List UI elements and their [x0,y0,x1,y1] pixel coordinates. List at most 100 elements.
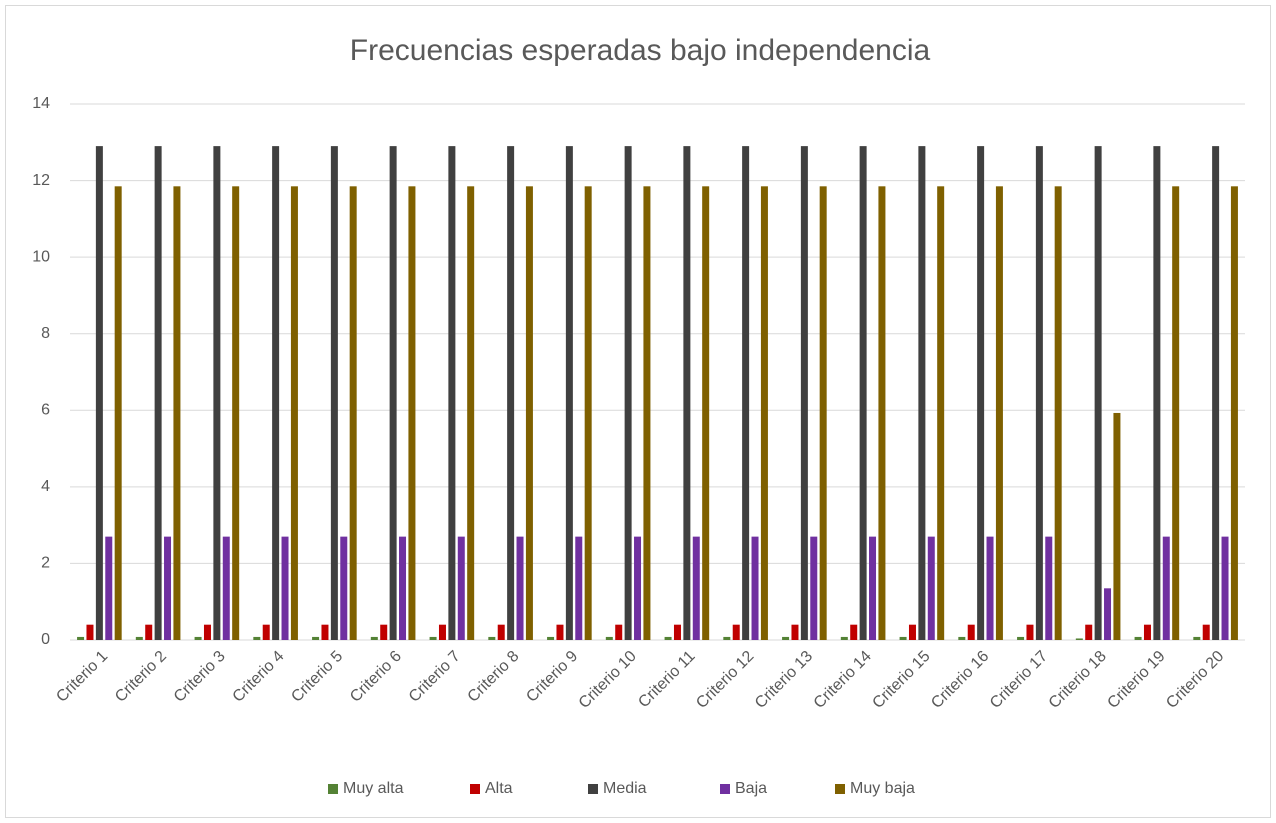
bar [742,146,750,640]
bar [457,536,465,640]
bar [516,536,524,640]
bar [927,536,935,640]
bar [1193,636,1201,640]
bar [312,636,320,640]
bar [1054,186,1062,641]
bar [683,146,691,640]
bar [760,186,768,641]
bar [859,146,867,640]
bar [448,146,456,640]
bar [634,536,642,640]
bar [1202,624,1210,640]
bar [1035,146,1043,640]
bar [584,186,592,641]
bar [194,636,202,640]
bar [1104,588,1112,640]
bar [878,186,886,641]
bar [605,636,613,640]
y-tick-label: 14 [32,95,50,112]
legend-swatch [328,784,338,794]
y-tick-label: 10 [32,248,50,265]
bar [986,536,994,640]
legend-label: Alta [485,780,513,797]
bar [1094,146,1102,640]
bar [1212,146,1220,640]
bar [330,146,338,640]
bar [732,624,740,640]
bar [615,624,623,640]
bar [1113,412,1121,640]
y-tick-label: 12 [32,172,50,189]
bar [1134,636,1142,640]
bar [937,186,945,641]
bar [164,536,172,640]
bar [1085,624,1093,640]
y-tick-label: 0 [41,631,50,648]
bar [467,186,475,641]
legend-swatch [470,784,480,794]
bar [389,146,397,640]
y-tick-label: 6 [41,402,50,419]
bar [967,624,975,640]
bar [908,624,916,640]
bar [1045,536,1053,640]
bar [977,146,985,640]
bar [507,146,515,640]
bar [262,624,270,640]
bar [995,186,1003,641]
bar [222,536,230,640]
bar [349,186,357,641]
bar [565,146,573,640]
bar [810,536,818,640]
bar [791,624,799,640]
bar [800,146,808,640]
bar [723,636,731,640]
bar [1026,624,1034,640]
y-tick-label: 8 [41,325,50,342]
bar [105,536,113,640]
bar [429,636,437,640]
bar [1143,624,1151,640]
bar [850,624,858,640]
bar [154,146,162,640]
legend-label: Media [603,780,647,797]
bar [575,536,583,640]
bar [547,636,555,640]
bar [918,146,926,640]
bar [488,636,496,640]
bar [408,186,416,641]
bar [1162,536,1170,640]
legend-swatch [720,784,730,794]
legend-label: Baja [735,780,767,797]
bar [751,536,759,640]
bar [819,186,827,641]
bar [899,636,907,640]
bar [86,624,94,640]
bar [1221,536,1229,640]
bar [1172,186,1180,641]
bar [664,636,672,640]
bar [525,186,533,641]
bar [114,186,122,641]
bar [95,146,103,640]
bar [643,186,651,641]
bar [135,636,143,640]
bar [340,536,348,640]
bar [232,186,240,641]
y-tick-label: 2 [41,555,50,572]
bar [692,536,700,640]
bar [497,624,505,640]
bar [77,636,85,640]
y-tick-label: 4 [41,478,50,495]
bar [1230,186,1238,641]
bar [203,624,211,640]
legend-label: Muy alta [343,780,404,797]
bar [556,624,564,640]
bar [380,624,388,640]
bar [1075,638,1083,640]
bar [1153,146,1161,640]
bar [290,186,298,641]
legend-label: Muy baja [850,780,915,797]
